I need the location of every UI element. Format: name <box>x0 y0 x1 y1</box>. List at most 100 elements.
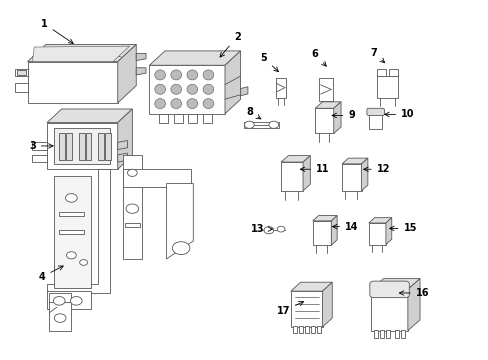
Polygon shape <box>15 83 27 92</box>
Circle shape <box>264 226 273 234</box>
Bar <box>317 326 321 333</box>
Text: 12: 12 <box>363 164 389 174</box>
Ellipse shape <box>203 84 213 94</box>
Ellipse shape <box>203 99 213 109</box>
Bar <box>368 111 382 129</box>
Polygon shape <box>47 123 118 169</box>
Circle shape <box>80 260 87 265</box>
Polygon shape <box>290 291 322 327</box>
Ellipse shape <box>155 99 165 109</box>
Polygon shape <box>361 158 367 191</box>
Ellipse shape <box>155 84 165 94</box>
Polygon shape <box>370 289 407 330</box>
Polygon shape <box>330 216 336 245</box>
Text: 8: 8 <box>245 107 260 119</box>
Polygon shape <box>32 155 47 162</box>
Polygon shape <box>341 164 361 191</box>
Polygon shape <box>224 51 240 114</box>
Polygon shape <box>54 128 110 164</box>
Text: 16: 16 <box>399 288 428 298</box>
Circle shape <box>127 169 137 176</box>
Polygon shape <box>122 169 190 187</box>
Polygon shape <box>173 114 182 123</box>
Circle shape <box>172 242 189 255</box>
Polygon shape <box>322 282 331 327</box>
Bar <box>85 134 91 160</box>
Polygon shape <box>341 158 367 164</box>
Ellipse shape <box>203 70 213 80</box>
Text: 11: 11 <box>300 164 328 174</box>
Polygon shape <box>385 218 391 244</box>
Polygon shape <box>166 184 193 259</box>
Bar <box>292 326 296 333</box>
Polygon shape <box>281 162 303 191</box>
Circle shape <box>268 121 278 129</box>
Polygon shape <box>47 169 110 293</box>
Polygon shape <box>376 69 385 76</box>
Bar <box>311 326 315 333</box>
Polygon shape <box>388 69 397 76</box>
Polygon shape <box>303 156 310 191</box>
Polygon shape <box>240 87 247 96</box>
Bar <box>305 326 308 333</box>
Polygon shape <box>118 44 136 103</box>
Polygon shape <box>54 176 91 288</box>
Polygon shape <box>370 279 419 289</box>
Bar <box>400 330 404 338</box>
Bar <box>125 223 140 226</box>
FancyBboxPatch shape <box>366 108 384 116</box>
Bar <box>98 134 104 160</box>
Circle shape <box>66 252 76 259</box>
Ellipse shape <box>186 84 197 94</box>
Polygon shape <box>118 140 127 149</box>
Polygon shape <box>118 153 127 162</box>
Polygon shape <box>122 155 142 259</box>
Polygon shape <box>244 122 278 128</box>
Text: 4: 4 <box>39 266 63 282</box>
Ellipse shape <box>155 70 165 80</box>
Bar <box>394 330 398 338</box>
Text: 1: 1 <box>41 19 73 44</box>
Polygon shape <box>15 69 27 76</box>
Polygon shape <box>49 293 71 330</box>
Circle shape <box>126 204 139 213</box>
Polygon shape <box>27 44 136 62</box>
Polygon shape <box>47 291 91 309</box>
Text: 3: 3 <box>29 141 53 151</box>
Bar <box>385 330 389 338</box>
Bar <box>79 134 84 160</box>
Polygon shape <box>315 108 333 134</box>
Polygon shape <box>368 223 385 244</box>
Polygon shape <box>188 114 197 123</box>
Bar <box>59 134 65 160</box>
Ellipse shape <box>170 99 181 109</box>
Polygon shape <box>318 78 332 101</box>
Polygon shape <box>136 68 146 75</box>
Bar <box>379 330 383 338</box>
Polygon shape <box>407 279 419 330</box>
Polygon shape <box>149 51 240 65</box>
Text: 15: 15 <box>389 224 416 233</box>
Bar <box>105 134 111 160</box>
Polygon shape <box>32 142 47 149</box>
Text: 2: 2 <box>220 32 240 57</box>
Polygon shape <box>32 46 129 62</box>
Bar <box>373 330 377 338</box>
Ellipse shape <box>170 84 181 94</box>
Ellipse shape <box>186 99 197 109</box>
Bar <box>59 212 83 216</box>
Polygon shape <box>17 70 26 75</box>
FancyBboxPatch shape <box>369 281 408 298</box>
Polygon shape <box>376 76 397 98</box>
Polygon shape <box>333 102 340 134</box>
Circle shape <box>277 226 285 232</box>
Polygon shape <box>312 221 330 245</box>
Polygon shape <box>27 62 118 103</box>
Polygon shape <box>281 156 310 162</box>
Polygon shape <box>118 109 132 169</box>
Text: 17: 17 <box>276 302 303 316</box>
Polygon shape <box>159 114 167 123</box>
Text: 7: 7 <box>369 48 384 63</box>
Circle shape <box>65 194 77 202</box>
Text: 5: 5 <box>260 53 278 72</box>
